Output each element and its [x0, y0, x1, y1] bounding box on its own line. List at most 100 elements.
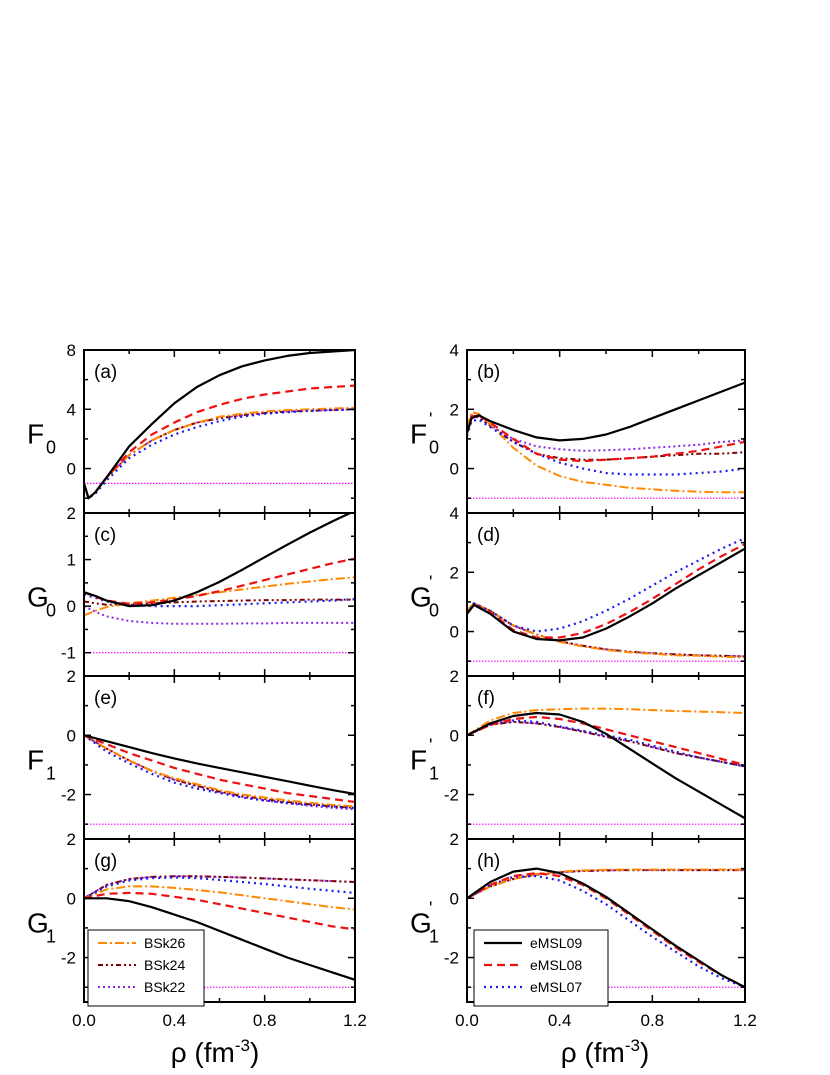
y-tick-label: 4: [67, 400, 76, 419]
series-emsl09: [467, 547, 745, 642]
y-axis-label-subscript: 1: [429, 927, 439, 947]
x-tick-label: 0.8: [641, 1011, 665, 1030]
legend-label-emsl08: eMSL08: [530, 957, 582, 973]
y-tick-label: 4: [450, 504, 459, 523]
legend-label-bsk22: BSk22: [144, 979, 185, 995]
x-tick-label: 1.2: [733, 1011, 757, 1030]
y-tick-label: 0: [67, 889, 76, 908]
y-axis-label: G: [410, 908, 432, 939]
x-tick-label: 0.0: [455, 1011, 479, 1030]
y-axis-label-subscript: 0: [429, 438, 439, 458]
series-emsl07: [84, 876, 355, 900]
x-tick-label: 0.8: [253, 1011, 277, 1030]
y-axis-label-subscript: 0: [429, 601, 439, 621]
y-tick-label: -2: [61, 786, 76, 805]
panel-g: -2 0 2 0.0 0.4 0.8 1.2 (g) G1: [27, 830, 367, 1030]
panel-label: (e): [94, 688, 117, 709]
legend-label-emsl07: eMSL07: [530, 979, 582, 995]
y-tick-label: 0: [67, 726, 76, 745]
series-bsk26: [467, 602, 745, 659]
series-emsl08: [84, 384, 355, 500]
plot-frame: [83, 512, 356, 677]
x-tick-label: 0.4: [548, 1011, 572, 1030]
y-tick-label: 8: [67, 341, 76, 360]
y-axis-label-prime: ': [429, 410, 432, 430]
legend-label-bsk24: BSk24: [144, 957, 185, 973]
y-axis-label: G: [27, 908, 49, 939]
y-tick-label: 2: [450, 830, 459, 849]
panel-label: (f): [477, 688, 495, 709]
y-axis-label: G: [27, 582, 49, 613]
y-tick-label: 0: [450, 889, 459, 908]
series-emsl08: [467, 715, 745, 766]
y-axis-label-subscript: 0: [46, 438, 56, 458]
legend-label-bsk26: BSk26: [144, 935, 185, 951]
panel-label: (b): [477, 362, 500, 383]
panel-label: (d): [477, 525, 500, 546]
y-tick-label: 2: [67, 830, 76, 849]
curves: [467, 707, 745, 825]
y-tick-label: 2: [67, 504, 76, 523]
series-bsk24: [84, 875, 355, 900]
x-axis-label-left: ρ (fm-3): [171, 1036, 260, 1068]
legend-right: eMSL09 eMSL08 eMSL07: [473, 929, 609, 1007]
y-tick-label: -2: [61, 949, 76, 968]
curves: [84, 350, 355, 500]
y-axis-label-subscript: 1: [46, 764, 56, 784]
legend-left: BSk26 BSk24 BSk22: [87, 929, 205, 1007]
series-emsl07: [467, 719, 745, 768]
series-emsl09: [467, 381, 745, 442]
plot-frame: [466, 512, 746, 677]
y-tick-label: 2: [67, 667, 76, 686]
series-bsk24: [84, 734, 355, 809]
series-emsl07: [467, 418, 745, 476]
y-tick-label: 2: [450, 400, 459, 419]
y-tick-label: 0: [67, 597, 76, 616]
y-axis-label-prime: ': [429, 899, 432, 919]
series-bsk22: [467, 602, 745, 658]
y-tick-label: 1: [67, 551, 76, 570]
y-tick-label: 0: [67, 460, 76, 479]
series-emsl07: [467, 537, 745, 633]
panel-label: (c): [94, 525, 116, 546]
y-tick-label: 0: [450, 460, 459, 479]
panel-f: -2 0 2 (f) F 1 ': [410, 667, 746, 840]
series-emsl09: [467, 711, 745, 820]
y-axis-label: F: [27, 745, 44, 776]
panel-a: 048(a)F 0: [27, 341, 356, 514]
series-emsl07: [84, 593, 355, 608]
y-tick-label: -2: [444, 786, 459, 805]
series-bsk24: [84, 598, 355, 606]
series-emsl09: [84, 897, 355, 981]
x-tick-label: 0.4: [163, 1011, 187, 1030]
panel-label: (a): [94, 362, 117, 383]
series-emsl09: [84, 350, 355, 500]
series-emsl08: [467, 414, 745, 463]
y-axis-label-prime: ': [429, 573, 432, 593]
curves: [84, 734, 355, 825]
x-tick-label: 1.2: [343, 1011, 367, 1030]
series-emsl08: [84, 734, 355, 804]
series-emsl09: [467, 867, 745, 989]
y-axis-label-subscript: 1: [429, 764, 439, 784]
y-axis-label-subscript: 0: [46, 601, 56, 621]
series-bsk26: [84, 885, 355, 911]
curves: [84, 513, 355, 654]
series-emsl08: [467, 872, 745, 989]
y-tick-label: 0: [450, 623, 459, 642]
y-axis-label: F: [410, 745, 427, 776]
panel-b: 024(b)F 0': [410, 341, 746, 514]
y-tick-label: -1: [61, 644, 76, 663]
curves: [467, 867, 745, 989]
series-bsk26: [467, 868, 745, 900]
series-emsl08: [84, 891, 355, 931]
series-emsl09: [84, 513, 353, 608]
y-tick-label: 2: [450, 667, 459, 686]
y-axis-label-prime: ': [429, 736, 432, 756]
y-axis-label: G: [410, 582, 432, 613]
series-bsk26: [467, 707, 745, 737]
y-tick-label: -2: [444, 949, 459, 968]
series-bsk26: [467, 411, 745, 494]
